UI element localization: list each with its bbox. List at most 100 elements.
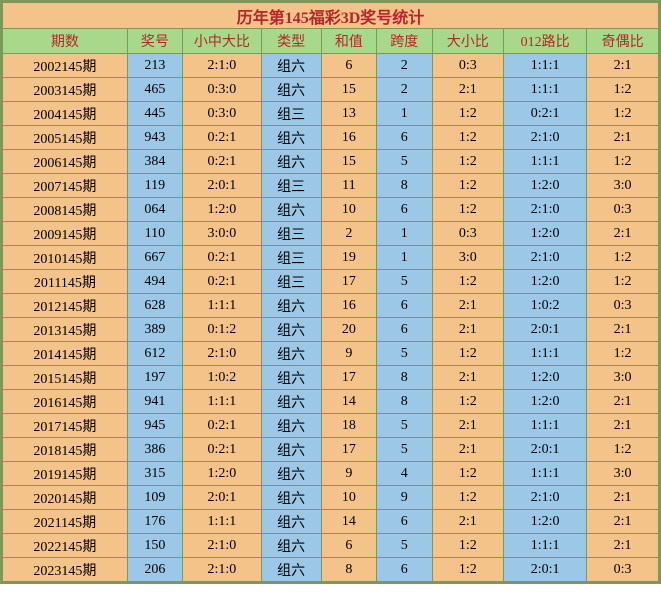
- cell-type: 组三: [261, 222, 321, 246]
- cell-ratio3: 1:1:1: [504, 78, 587, 102]
- cell-ratio1: 2:1:0: [183, 54, 262, 78]
- cell-span: 2: [377, 78, 432, 102]
- cell-ratio2: 2:1: [432, 366, 504, 390]
- cell-period: 2014145期: [3, 342, 128, 366]
- cell-num: 213: [127, 54, 182, 78]
- table-row: 2016145期9411:1:1组六1481:21:2:02:1: [3, 390, 659, 414]
- cell-ratio2: 1:2: [432, 558, 504, 582]
- cell-ratio4: 1:2: [587, 438, 659, 462]
- cell-ratio3: 1:1:1: [504, 462, 587, 486]
- cell-type: 组六: [261, 558, 321, 582]
- cell-sum: 17: [321, 438, 376, 462]
- cell-sum: 8: [321, 558, 376, 582]
- cell-ratio2: 0:3: [432, 54, 504, 78]
- cell-period: 2009145期: [3, 222, 128, 246]
- cell-ratio2: 1:2: [432, 390, 504, 414]
- cell-ratio1: 2:0:1: [183, 174, 262, 198]
- cell-span: 5: [377, 414, 432, 438]
- cell-span: 5: [377, 534, 432, 558]
- cell-period: 2004145期: [3, 102, 128, 126]
- cell-period: 2002145期: [3, 54, 128, 78]
- table-row: 2020145期1092:0:1组六1091:22:1:02:1: [3, 486, 659, 510]
- table-row: 2007145期1192:0:1组三1181:21:2:03:0: [3, 174, 659, 198]
- table-row: 2012145期6281:1:1组六1662:11:0:20:3: [3, 294, 659, 318]
- table-row: 2002145期2132:1:0组六620:31:1:12:1: [3, 54, 659, 78]
- cell-ratio1: 2:0:1: [183, 486, 262, 510]
- cell-sum: 2: [321, 222, 376, 246]
- cell-period: 2023145期: [3, 558, 128, 582]
- cell-num: 150: [127, 534, 182, 558]
- cell-ratio1: 1:2:0: [183, 462, 262, 486]
- cell-span: 6: [377, 510, 432, 534]
- cell-ratio2: 2:1: [432, 78, 504, 102]
- cell-span: 6: [377, 126, 432, 150]
- cell-ratio4: 3:0: [587, 366, 659, 390]
- cell-ratio3: 1:2:0: [504, 174, 587, 198]
- cell-span: 1: [377, 102, 432, 126]
- table-row: 2014145期6122:1:0组六951:21:1:11:2: [3, 342, 659, 366]
- cell-num: 384: [127, 150, 182, 174]
- cell-ratio3: 1:1:1: [504, 150, 587, 174]
- cell-ratio4: 2:1: [587, 318, 659, 342]
- data-table: 历年第145福彩3D奖号统计期数奖号小中大比类型和值跨度大小比012路比奇偶比2…: [2, 2, 659, 582]
- cell-type: 组六: [261, 54, 321, 78]
- cell-ratio3: 1:1:1: [504, 342, 587, 366]
- cell-type: 组六: [261, 294, 321, 318]
- cell-ratio4: 1:2: [587, 102, 659, 126]
- table-row: 2022145期1502:1:0组六651:21:1:12:1: [3, 534, 659, 558]
- table-row: 2009145期1103:0:0组三210:31:2:02:1: [3, 222, 659, 246]
- cell-ratio2: 1:2: [432, 462, 504, 486]
- cell-num: 315: [127, 462, 182, 486]
- cell-ratio1: 3:0:0: [183, 222, 262, 246]
- column-header-type: 类型: [261, 29, 321, 54]
- cell-ratio4: 1:2: [587, 270, 659, 294]
- cell-num: 176: [127, 510, 182, 534]
- cell-ratio4: 3:0: [587, 462, 659, 486]
- cell-type: 组六: [261, 318, 321, 342]
- cell-ratio4: 1:2: [587, 246, 659, 270]
- cell-type: 组六: [261, 390, 321, 414]
- cell-span: 5: [377, 150, 432, 174]
- cell-span: 4: [377, 462, 432, 486]
- cell-ratio3: 2:1:0: [504, 126, 587, 150]
- cell-ratio4: 2:1: [587, 534, 659, 558]
- table-row: 2008145期0641:2:0组六1061:22:1:00:3: [3, 198, 659, 222]
- table-row: 2019145期3151:2:0组六941:21:1:13:0: [3, 462, 659, 486]
- cell-span: 6: [377, 294, 432, 318]
- cell-ratio3: 1:2:0: [504, 366, 587, 390]
- cell-ratio1: 0:2:1: [183, 246, 262, 270]
- cell-ratio4: 1:2: [587, 78, 659, 102]
- lottery-stats-table: 历年第145福彩3D奖号统计期数奖号小中大比类型和值跨度大小比012路比奇偶比2…: [0, 0, 661, 584]
- table-row: 2011145期4940:2:1组三1751:21:2:01:2: [3, 270, 659, 294]
- column-header-period: 期数: [3, 29, 128, 54]
- cell-ratio2: 1:2: [432, 534, 504, 558]
- cell-num: 465: [127, 78, 182, 102]
- cell-span: 2: [377, 54, 432, 78]
- cell-period: 2018145期: [3, 438, 128, 462]
- cell-period: 2010145期: [3, 246, 128, 270]
- cell-ratio1: 2:1:0: [183, 342, 262, 366]
- cell-type: 组六: [261, 534, 321, 558]
- table-title: 历年第145福彩3D奖号统计: [3, 3, 659, 29]
- cell-sum: 9: [321, 342, 376, 366]
- table-row: 2017145期9450:2:1组六1852:11:1:12:1: [3, 414, 659, 438]
- cell-type: 组六: [261, 126, 321, 150]
- cell-ratio4: 2:1: [587, 222, 659, 246]
- cell-span: 5: [377, 270, 432, 294]
- cell-ratio4: 2:1: [587, 510, 659, 534]
- cell-num: 197: [127, 366, 182, 390]
- cell-num: 612: [127, 342, 182, 366]
- cell-ratio3: 1:1:1: [504, 54, 587, 78]
- cell-period: 2003145期: [3, 78, 128, 102]
- table-row: 2023145期2062:1:0组六861:22:0:10:3: [3, 558, 659, 582]
- cell-ratio1: 0:3:0: [183, 102, 262, 126]
- column-header-ratio4: 奇偶比: [587, 29, 659, 54]
- cell-ratio1: 0:2:1: [183, 150, 262, 174]
- column-header-ratio1: 小中大比: [183, 29, 262, 54]
- column-header-ratio2: 大小比: [432, 29, 504, 54]
- cell-num: 945: [127, 414, 182, 438]
- cell-ratio4: 0:3: [587, 294, 659, 318]
- cell-ratio4: 2:1: [587, 54, 659, 78]
- cell-ratio4: 2:1: [587, 390, 659, 414]
- cell-ratio2: 1:2: [432, 150, 504, 174]
